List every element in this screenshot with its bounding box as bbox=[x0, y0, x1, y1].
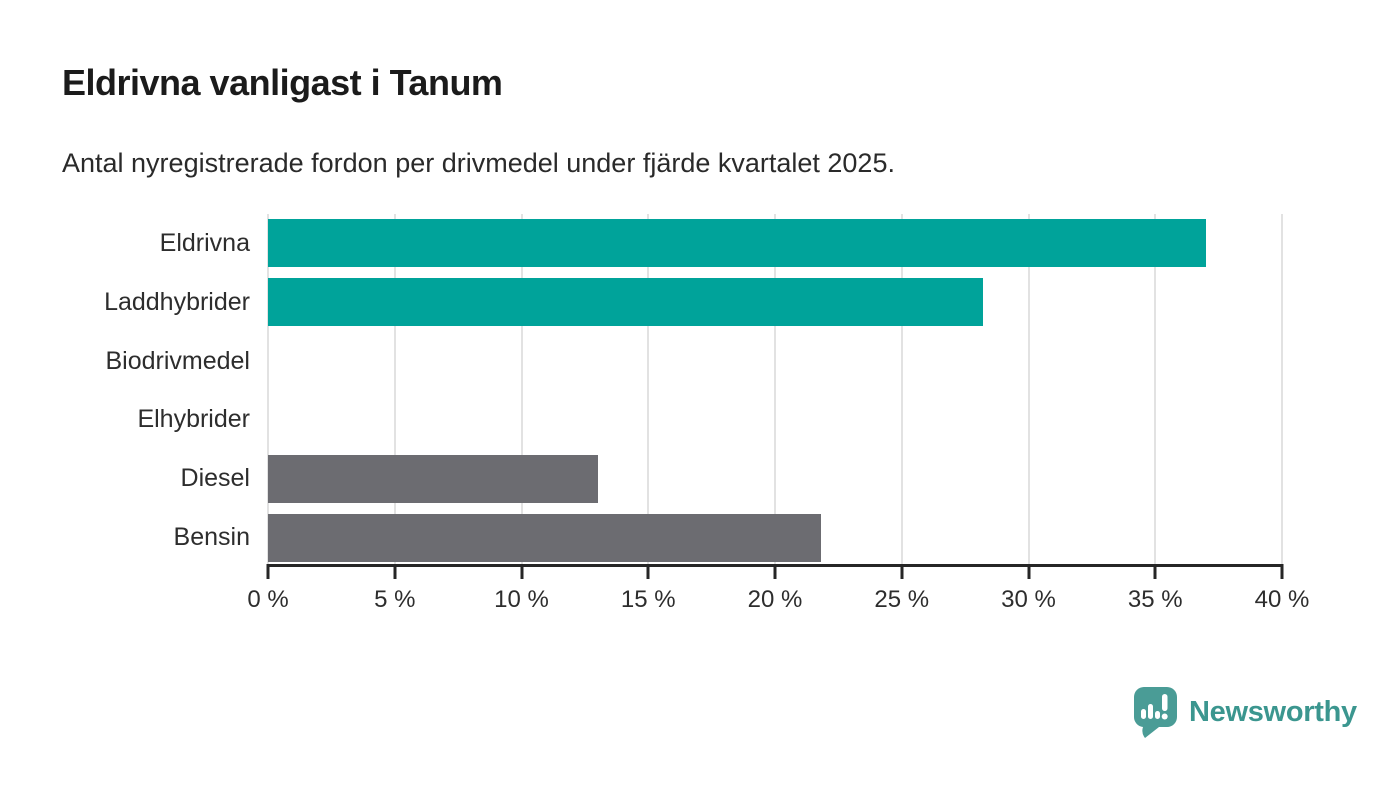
axis-tick bbox=[266, 564, 270, 579]
gridline bbox=[647, 214, 650, 567]
axis-tick bbox=[1280, 564, 1284, 579]
bar bbox=[268, 219, 1206, 268]
bars-container bbox=[268, 214, 1282, 567]
category-label: Diesel bbox=[180, 464, 250, 493]
axis-tick bbox=[900, 564, 904, 579]
bar bbox=[268, 454, 598, 503]
axis-tick bbox=[646, 564, 650, 579]
bar-row bbox=[268, 214, 1282, 273]
axis-tick-label: 10 % bbox=[494, 586, 549, 613]
gridline bbox=[1154, 214, 1157, 567]
gridline bbox=[1027, 214, 1030, 567]
bar-row bbox=[268, 390, 1282, 449]
newsworthy-pin-barchart-icon bbox=[1133, 687, 1177, 738]
plot-area: 0 % 5 % 10 % 15 % 20 % 25 % 30 % 35 % 40 % bbox=[247, 214, 1309, 613]
axis-tick-label: 0 % bbox=[247, 586, 289, 613]
axis-tick bbox=[393, 564, 397, 579]
newsworthy-wordmark: Newsworthy bbox=[1189, 696, 1357, 728]
gridline bbox=[393, 214, 396, 567]
chart-title: Eldrivna vanligast i Tanum bbox=[62, 62, 503, 103]
bar-row bbox=[268, 449, 1282, 508]
gridline bbox=[900, 214, 903, 567]
chart-subtitle: Antal nyregistrerade fordon per drivmede… bbox=[62, 148, 895, 178]
axis-tick-label: 5 % bbox=[374, 586, 416, 613]
bar-row bbox=[268, 332, 1282, 391]
axis-tick bbox=[1027, 564, 1030, 579]
axis-tick-label: 25 % bbox=[874, 586, 930, 613]
axis-tick-label: 30 % bbox=[1001, 586, 1056, 613]
bar-row bbox=[268, 508, 1282, 567]
newsworthy-logo: Newsworthy bbox=[1133, 687, 1357, 738]
gridline bbox=[1281, 214, 1283, 567]
gridline bbox=[267, 214, 269, 567]
bar bbox=[268, 513, 821, 562]
axis-tick-label: 15 % bbox=[620, 586, 676, 613]
gridline bbox=[774, 214, 776, 567]
category-label: Bensin bbox=[173, 523, 250, 552]
axis-tick bbox=[520, 564, 523, 579]
axis-tick-label: 35 % bbox=[1127, 586, 1183, 613]
gridline bbox=[520, 214, 523, 567]
category-label: Laddhybrider bbox=[104, 287, 250, 316]
axis-tick-label: 40 % bbox=[1254, 586, 1310, 613]
category-label: Eldrivna bbox=[159, 228, 250, 257]
category-labels: Eldrivna Laddhybrider Biodrivmedel Elhybrid… bbox=[0, 214, 250, 567]
axis-tick-label: 20 % bbox=[747, 586, 803, 613]
axis-tick bbox=[1153, 564, 1157, 579]
bar bbox=[268, 278, 983, 327]
bar-row bbox=[268, 273, 1282, 332]
axis-tick bbox=[773, 564, 777, 579]
category-label: Biodrivmedel bbox=[105, 346, 250, 375]
category-label: Elhybrider bbox=[137, 405, 250, 434]
